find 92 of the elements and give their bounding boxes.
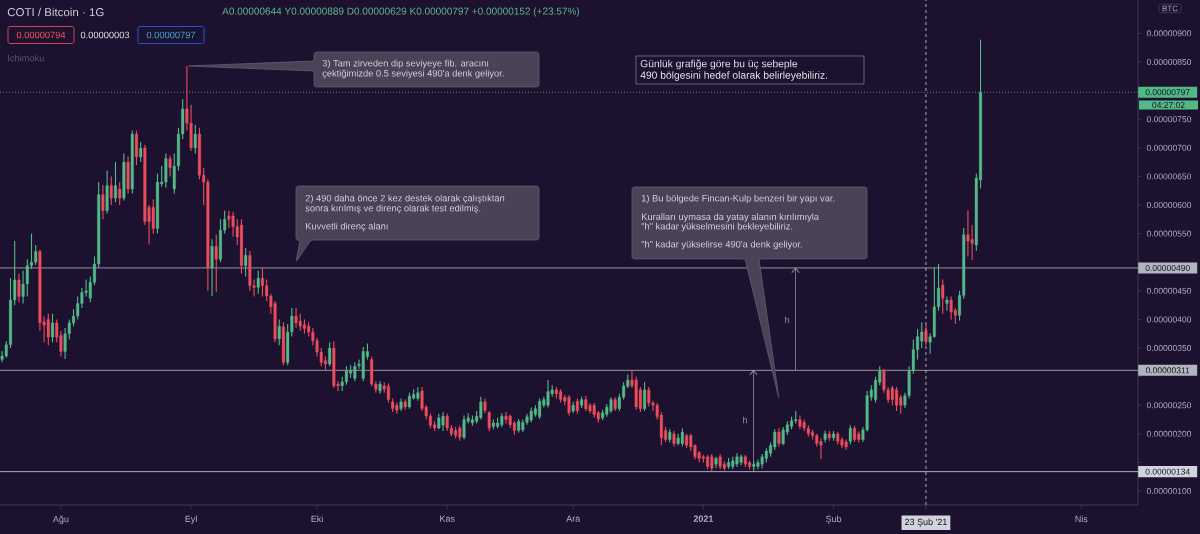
- candlestick: [109, 175, 113, 206]
- ref-line-label: 0.00000311: [1145, 367, 1190, 374]
- annotation: Günlük grafiğe göre bu üç sebeple: [640, 59, 798, 70]
- y-tick-label: 0.00000850: [1146, 58, 1192, 65]
- y-tick-label: 0.00000250: [1146, 402, 1192, 409]
- candlestick: [567, 394, 571, 417]
- candlestick: [214, 234, 218, 293]
- annotation: 0.00000003: [80, 31, 130, 39]
- candlestick: [924, 323, 928, 346]
- annotation: sonra kırılmış ve direnç olarak test edilmiş.: [305, 204, 481, 214]
- annotation: Ichimoku: [8, 54, 44, 62]
- annotation: 0.00000797: [146, 31, 196, 39]
- candlestick: [244, 247, 248, 278]
- x-tick-label: 23 Şub '21: [905, 518, 947, 527]
- candlestick: [227, 210, 231, 229]
- annotation: çektiğimizde 0.5 seviyesi 490'a denk geliyor.: [322, 69, 504, 79]
- annotation: "h" kadar yükselirse 490'a denk geliyor.: [641, 240, 802, 250]
- annotation: "h" kadar yükselmesini bekleyebiliriz.: [641, 222, 793, 232]
- annotation: 490 bölgesini hedef olarak belirleyebiliriz.: [640, 71, 828, 81]
- x-tick-label: Eyl: [185, 515, 197, 524]
- x-tick-label: Ağu: [52, 515, 69, 525]
- annotation: Kuvvetli direnç alanı: [305, 222, 388, 232]
- annotation: 1) Bu bölgede Fincan-Kulp benzeri bir yapı var.: [641, 194, 835, 204]
- candlestick: [848, 424, 852, 445]
- candlestick: [34, 244, 38, 266]
- y-tick-label: 0.00000650: [1146, 173, 1192, 180]
- y-tick-label: 0.00000750: [1146, 116, 1192, 123]
- candlestick: [328, 341, 332, 367]
- y-tick-label: 0.00000900: [1146, 30, 1192, 37]
- candlestick: [504, 411, 508, 425]
- candlestick: [256, 270, 260, 295]
- y-tick-label: 0.00000600: [1146, 201, 1192, 208]
- x-tick-label: Nis: [1075, 515, 1088, 523]
- text: 04:27:02: [1152, 101, 1185, 108]
- candlestick: [647, 386, 651, 407]
- text: BTC: [1162, 5, 1178, 12]
- candlestick: [101, 184, 105, 220]
- candlestick: [164, 152, 168, 189]
- candlestick: [479, 396, 483, 421]
- candlestick: [168, 155, 172, 177]
- candlestick: [134, 130, 138, 166]
- candlestick: [51, 313, 54, 343]
- text: A0.00000644 Y0.00000889 D0.00000629 K0.00000797 +0.00000152 (+23.57%): [222, 7, 580, 17]
- annotation: h: [743, 416, 747, 424]
- candlestick: [920, 321, 924, 349]
- candlestick: [113, 161, 117, 203]
- x-tick-label: Ara: [566, 515, 581, 522]
- annotation: 2) 490 daha önce 2 kez destek olarak çalıştıktan: [305, 194, 505, 204]
- annotation: 3) Tam zirveden dip seviyeye fib. aracını: [322, 59, 489, 69]
- y-tick-label: 0.00000200: [1146, 430, 1192, 437]
- candlestick: [941, 278, 945, 315]
- candlestick: [277, 318, 281, 346]
- candlestick: [441, 411, 445, 432]
- candlestick: [819, 437, 823, 460]
- candlestick: [462, 415, 466, 441]
- x-tick-label: 2021: [693, 515, 714, 522]
- annotation: Kuralları uymasa da yatay alanın kırılımıyla: [641, 213, 819, 222]
- y-tick-label: 0.00000400: [1146, 316, 1192, 323]
- y-tick-label: 0.00000350: [1146, 345, 1192, 352]
- y-tick-label: 0.00000700: [1146, 144, 1192, 151]
- x-tick-label: Şub: [825, 515, 842, 524]
- candlestick: [386, 382, 390, 403]
- y-tick-label: 0.00000550: [1146, 230, 1192, 237]
- ref-line-label: 0.00000797: [1145, 89, 1190, 96]
- candlestick: [680, 427, 684, 447]
- candlestick: [231, 211, 235, 238]
- candlestick: [945, 295, 949, 312]
- candlestick: [643, 381, 647, 412]
- candlestick: [781, 426, 785, 446]
- x-tick-label: Kas: [440, 515, 455, 522]
- text: COTI / Bitcoin · 1G: [7, 7, 104, 17]
- y-tick-label: 0.00000450: [1146, 287, 1192, 294]
- annotation: h: [785, 316, 789, 324]
- y-tick-label: 0.00000100: [1146, 488, 1192, 495]
- ref-line-label: 0.00000134: [1145, 468, 1190, 475]
- candlestick: [777, 427, 781, 447]
- candlestick: [17, 273, 21, 303]
- candlestick: [353, 361, 357, 382]
- candlestick: [46, 313, 50, 346]
- candlestick: [139, 141, 143, 163]
- candlestick: [118, 181, 122, 206]
- candlestick: [294, 307, 298, 329]
- candlestick: [193, 124, 197, 155]
- candlestick: [546, 379, 550, 409]
- candlestick: [210, 238, 214, 297]
- ref-line-label: 0.00000490: [1145, 264, 1190, 271]
- candlestick: [487, 410, 491, 432]
- candlestick: [966, 209, 970, 258]
- x-tick-label: Eki: [311, 515, 323, 523]
- candlestick: [949, 295, 953, 320]
- annotation: 0.00000794: [16, 31, 66, 39]
- candlestick: [773, 428, 777, 451]
